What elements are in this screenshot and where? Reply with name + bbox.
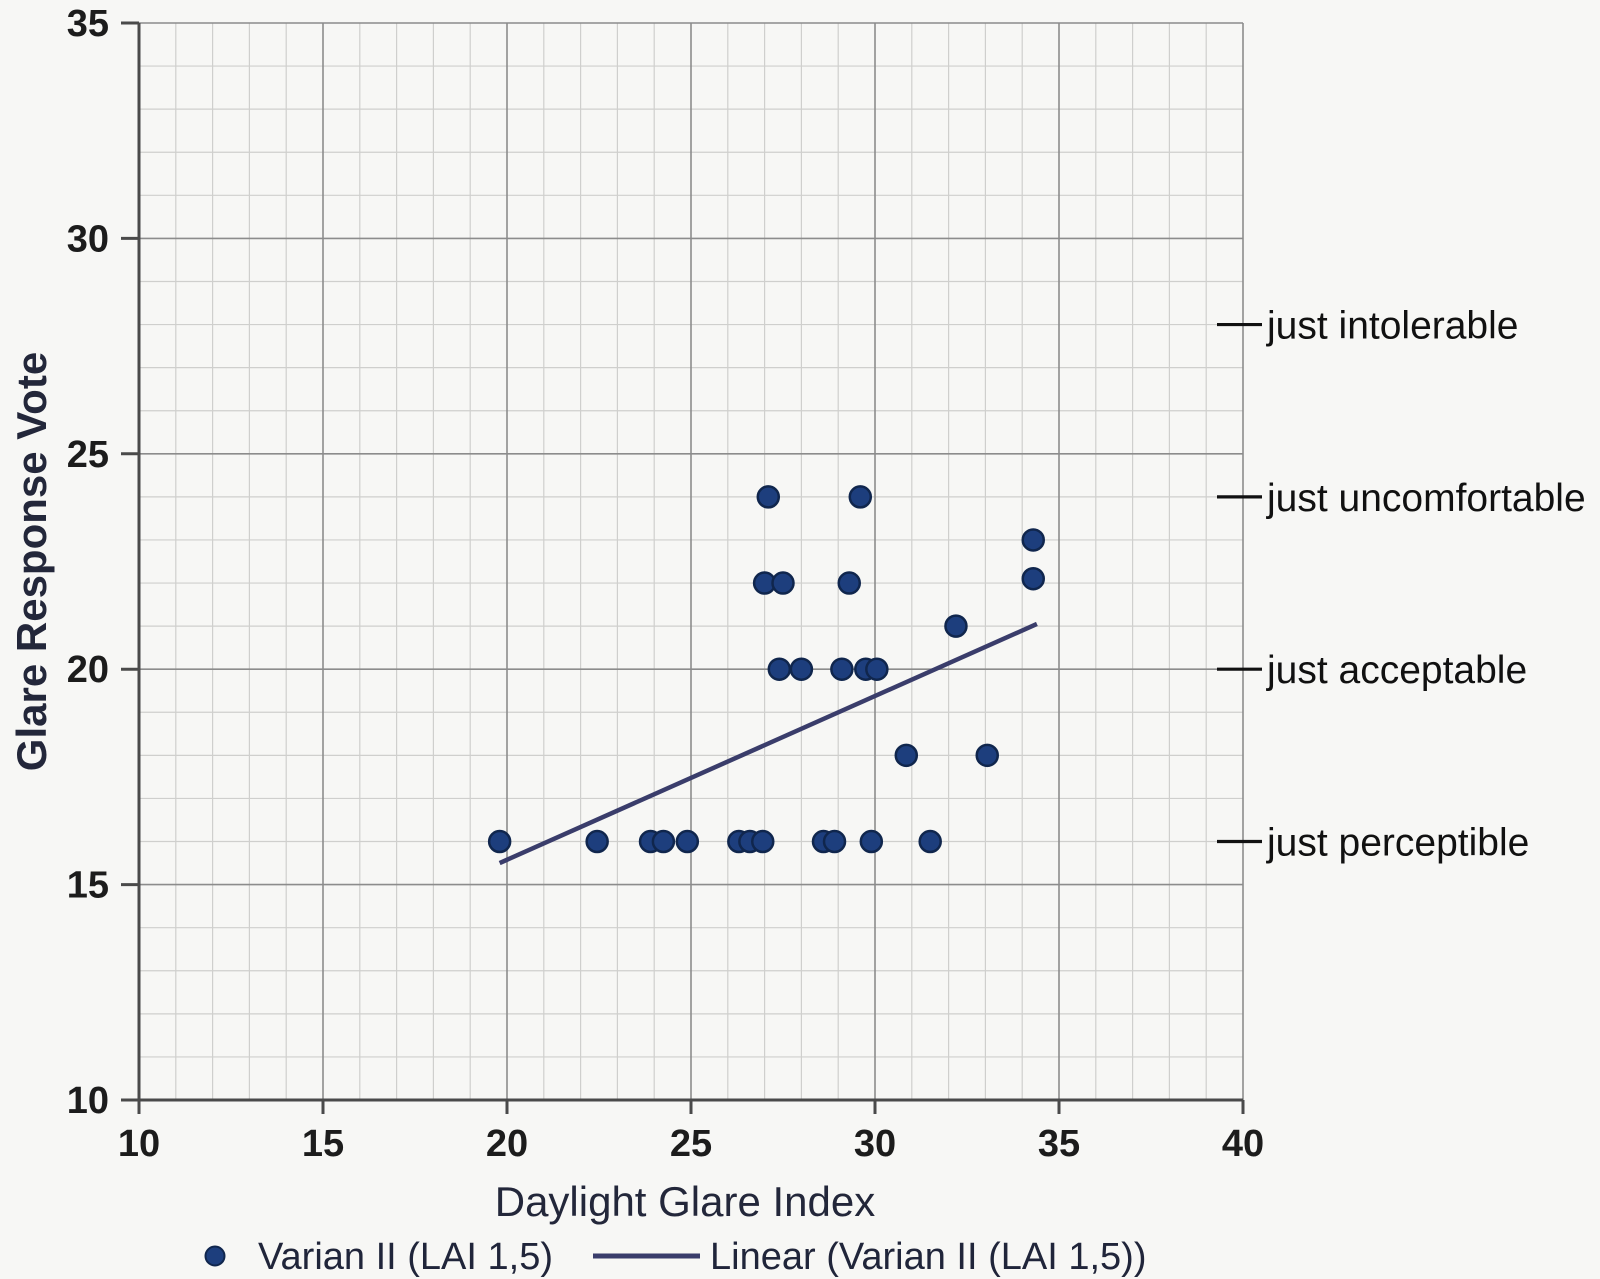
x-tick-label: 15 (302, 1123, 344, 1165)
y-tick-label: 35 (67, 3, 109, 45)
trend-line (498, 621, 1038, 866)
y-tick-label: 25 (67, 434, 109, 476)
data-point (756, 485, 781, 509)
annotation-label: just acceptable (1266, 649, 1527, 692)
annotation-label: just uncomfortable (1266, 477, 1586, 520)
data-point (767, 657, 792, 681)
y-axis-title: Glare Response Vote (8, 352, 55, 771)
data-point (651, 829, 676, 854)
data-point (830, 657, 854, 681)
data-point (1021, 528, 1045, 552)
data-point (975, 743, 999, 768)
annotation-label: just perceptible (1266, 822, 1529, 865)
data-point (487, 829, 512, 854)
data-point (789, 657, 814, 681)
data-point (771, 571, 795, 595)
x-tick-label: 25 (670, 1123, 712, 1165)
data-point (837, 571, 861, 595)
data-point (751, 829, 775, 854)
annotation-label: just intolerable (1266, 305, 1518, 348)
x-tick-label: 40 (1222, 1123, 1264, 1165)
data-point (848, 485, 873, 509)
y-tick-label: 10 (67, 1080, 109, 1122)
legend-marker-dot (204, 1245, 226, 1267)
y-tick-label: 20 (67, 649, 109, 691)
data-point (585, 829, 609, 854)
y-tick-label: 30 (67, 218, 109, 260)
legend-label-linear: Linear (Varian II (LAI 1,5)) (710, 1236, 1146, 1278)
data-point (918, 829, 942, 854)
data-point (865, 657, 889, 681)
data-point (1021, 566, 1045, 591)
x-tick-label: 20 (486, 1123, 528, 1165)
x-tick-label: 30 (854, 1123, 896, 1165)
legend-label-scatter: Varian II (LAI 1,5) (258, 1236, 553, 1278)
data-point (894, 743, 919, 768)
data-point (944, 614, 968, 638)
x-tick-label: 10 (118, 1123, 160, 1165)
data-point (675, 829, 700, 854)
data-point (822, 829, 847, 854)
x-axis-title: Daylight Glare Index (495, 1178, 876, 1225)
y-tick-label: 15 (67, 865, 109, 907)
x-tick-label: 35 (1038, 1123, 1080, 1165)
data-point (859, 829, 884, 854)
